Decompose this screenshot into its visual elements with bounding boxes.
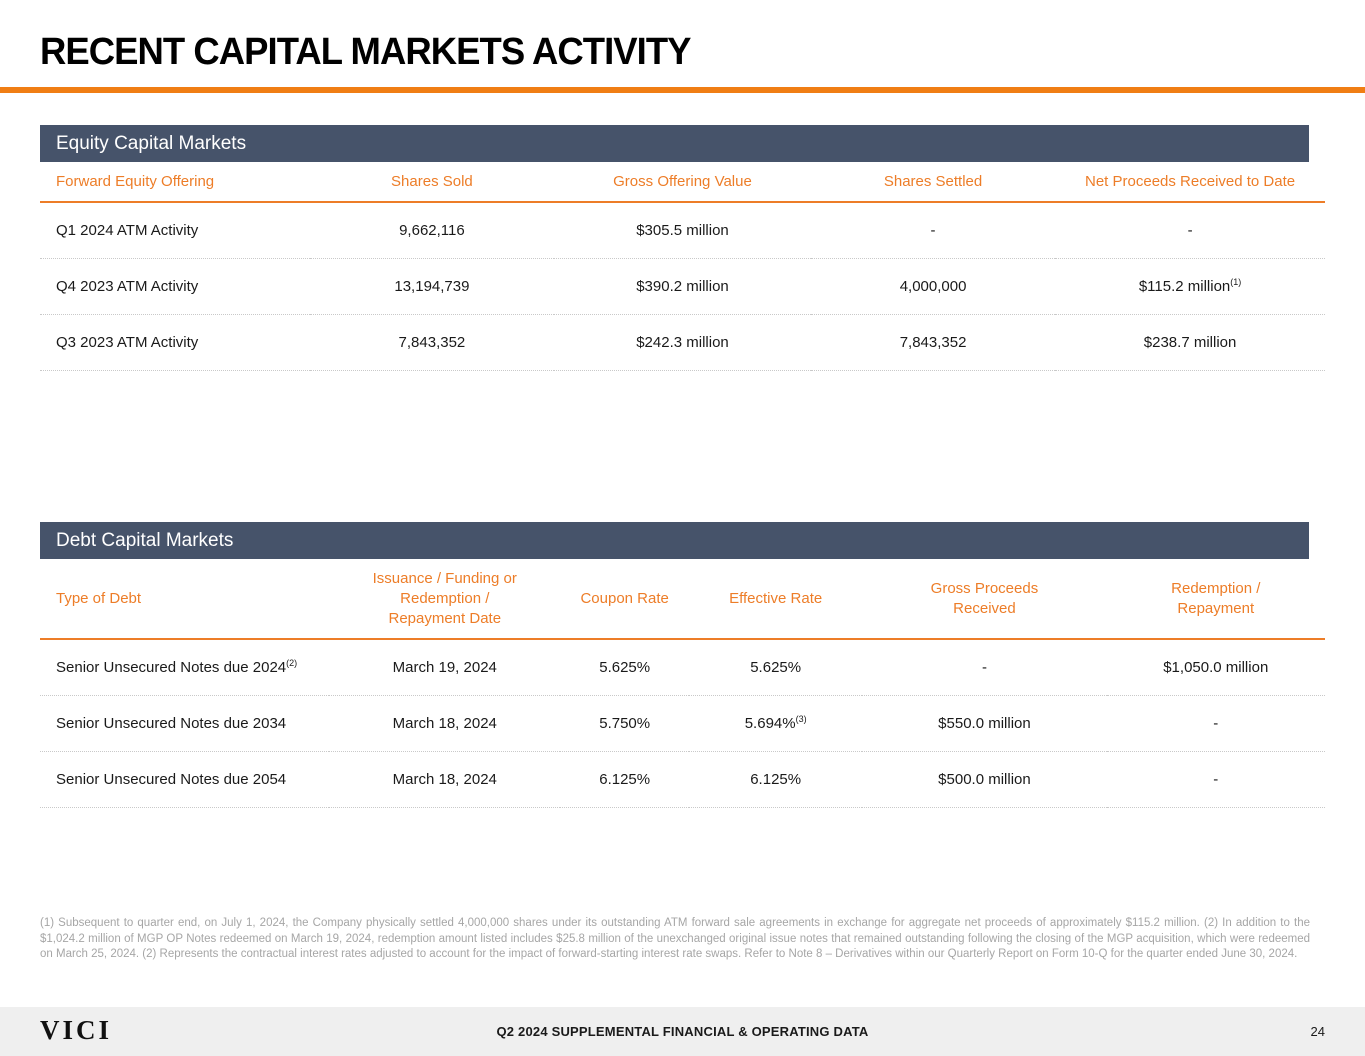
debt-col-type-of-debt: Type of Debt xyxy=(40,559,330,640)
debt-col-redemption-repayment: Redemption / Repayment xyxy=(1106,559,1325,640)
cell-text: Q4 2023 ATM Activity xyxy=(56,278,199,295)
cell-superscript: (3) xyxy=(795,714,807,724)
cell-text: March 18, 2024 xyxy=(392,771,497,788)
page-title: RECENT CAPITAL MARKETS ACTIVITY xyxy=(40,31,691,73)
table-cell: Q1 2024 ATM Activity xyxy=(40,202,310,259)
cell-text: Senior Unsecured Notes due 2024 xyxy=(56,659,287,676)
table-cell: $1,050.0 million xyxy=(1106,639,1325,696)
cell-text: 5.750% xyxy=(599,715,651,732)
cell-text: March 19, 2024 xyxy=(392,659,497,676)
table-cell: - xyxy=(1055,202,1325,259)
cell-text: Q3 2023 ATM Activity xyxy=(56,334,199,351)
cell-text: $305.5 million xyxy=(636,222,729,239)
cell-text: 5.694% xyxy=(744,715,796,732)
cell-text: 7,843,352 xyxy=(398,334,466,351)
cell-text: 4,000,000 xyxy=(899,278,967,295)
table-cell: - xyxy=(1106,695,1325,752)
equity-section-header: Equity Capital Markets xyxy=(40,125,1309,162)
table-cell: 6.125% xyxy=(688,751,863,808)
footer-report-title: Q2 2024 SUPPLEMENTAL FINANCIAL & OPERATI… xyxy=(496,1024,869,1039)
table-cell: Senior Unsecured Notes due 2054 xyxy=(40,751,330,808)
cell-text: $238.7 million xyxy=(1143,334,1237,351)
cell-text: - xyxy=(981,659,987,676)
debt-section-header: Debt Capital Markets xyxy=(40,522,1309,559)
cell-text: - xyxy=(1213,771,1219,788)
table-cell: 6.125% xyxy=(560,751,689,808)
table-cell: $390.2 million xyxy=(553,258,811,315)
debt-table-header: Type of Debt Issuance / Funding or Redem… xyxy=(40,559,1325,640)
footnotes-text: (1) Subsequent to quarter end, on July 1… xyxy=(40,917,1310,960)
cell-superscript: (1) xyxy=(1230,277,1242,287)
cell-text: 5.625% xyxy=(750,659,802,676)
table-cell: $550.0 million xyxy=(862,695,1107,752)
table-cell: 13,194,739 xyxy=(309,258,554,315)
table-cell: 7,843,352 xyxy=(309,314,554,371)
cell-text: $115.2 million xyxy=(1138,278,1231,295)
cell-text: 5.625% xyxy=(599,659,651,676)
debt-col-gross-proceeds: Gross Proceeds Received xyxy=(862,559,1107,640)
cell-text: 9,662,116 xyxy=(399,222,465,239)
title-divider-rule xyxy=(0,87,1365,93)
table-row: Senior Unsecured Notes due 2034 March 18… xyxy=(40,695,1325,752)
cell-text: Q1 2024 ATM Activity xyxy=(56,222,199,239)
table-cell: March 18, 2024 xyxy=(329,695,561,752)
equity-col-shares-sold: Shares Sold xyxy=(309,162,554,203)
table-cell: March 19, 2024 xyxy=(329,639,561,696)
table-cell: $305.5 million xyxy=(553,202,811,259)
cell-text: 7,843,352 xyxy=(899,334,967,351)
debt-col-issuance-date: Issuance / Funding or Redemption / Repay… xyxy=(329,559,561,640)
cell-text: Senior Unsecured Notes due 2034 xyxy=(56,715,287,732)
equity-col-shares-settled: Shares Settled xyxy=(810,162,1056,203)
cell-text: - xyxy=(930,222,936,239)
table-cell: 5.750% xyxy=(560,695,689,752)
table-cell: 7,843,352 xyxy=(810,314,1056,371)
table-row: Senior Unsecured Notes due 2024(2) March… xyxy=(40,639,1325,696)
table-cell: March 18, 2024 xyxy=(329,751,561,808)
table-cell: $242.3 million xyxy=(553,314,811,371)
equity-table: Forward Equity Offering Shares Sold Gros… xyxy=(40,162,1325,371)
equity-col-net-proceeds: Net Proceeds Received to Date xyxy=(1055,162,1325,203)
cell-text: $500.0 million xyxy=(938,771,1031,788)
table-cell: Q3 2023 ATM Activity xyxy=(40,314,310,371)
cell-text: $1,050.0 million xyxy=(1163,659,1269,676)
footer: VICI Q2 2024 SUPPLEMENTAL FINANCIAL & OP… xyxy=(0,1007,1365,1056)
table-cell: 5.694%(3) xyxy=(688,695,863,752)
table-cell: - xyxy=(810,202,1056,259)
table-cell: - xyxy=(862,639,1107,696)
cell-text: $390.2 million xyxy=(636,278,729,295)
page-number: 24 xyxy=(1310,1024,1325,1039)
debt-col-effective-rate: Effective Rate xyxy=(688,559,863,640)
debt-col-coupon-rate: Coupon Rate xyxy=(560,559,689,640)
debt-table: Type of Debt Issuance / Funding or Redem… xyxy=(40,559,1325,808)
cell-text: Senior Unsecured Notes due 2054 xyxy=(56,771,287,788)
table-row: Senior Unsecured Notes due 2054 March 18… xyxy=(40,751,1325,808)
cell-text: 6.125% xyxy=(750,771,802,788)
cell-text: $242.3 million xyxy=(636,334,729,351)
equity-col-forward-equity-offering: Forward Equity Offering xyxy=(40,162,310,203)
cell-text: - xyxy=(1187,222,1193,239)
table-row: Q1 2024 ATM Activity 9,662,116 $305.5 mi… xyxy=(40,202,1325,259)
table-cell: 5.625% xyxy=(688,639,863,696)
table-cell: 5.625% xyxy=(560,639,689,696)
cell-text: 13,194,739 xyxy=(394,278,470,295)
table-cell: - xyxy=(1106,751,1325,808)
cell-text: $550.0 million xyxy=(938,715,1031,732)
equity-table-header: Forward Equity Offering Shares Sold Gros… xyxy=(40,162,1325,203)
table-cell: 4,000,000 xyxy=(810,258,1056,315)
table-cell: Senior Unsecured Notes due 2024(2) xyxy=(40,639,330,696)
cell-text: 6.125% xyxy=(599,771,651,788)
table-cell: Senior Unsecured Notes due 2034 xyxy=(40,695,330,752)
table-cell: $500.0 million xyxy=(862,751,1107,808)
cell-text: - xyxy=(1213,715,1219,732)
table-cell: Q4 2023 ATM Activity xyxy=(40,258,310,315)
table-cell: $115.2 million(1) xyxy=(1055,258,1325,315)
table-cell: 9,662,116 xyxy=(309,202,554,259)
table-row: Q4 2023 ATM Activity 13,194,739 $390.2 m… xyxy=(40,258,1325,315)
table-cell: $238.7 million xyxy=(1055,314,1325,371)
equity-col-gross-offering-value: Gross Offering Value xyxy=(553,162,811,203)
cell-text: March 18, 2024 xyxy=(392,715,497,732)
table-row: Q3 2023 ATM Activity 7,843,352 $242.3 mi… xyxy=(40,314,1325,371)
cell-superscript: (2) xyxy=(286,658,298,668)
